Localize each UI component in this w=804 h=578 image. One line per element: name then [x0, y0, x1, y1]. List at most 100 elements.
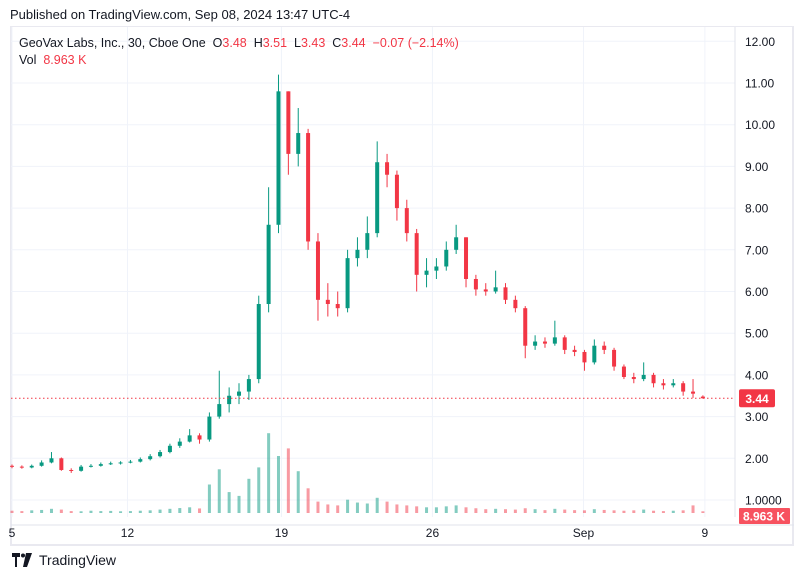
candle-body: [523, 308, 528, 346]
volume-bar: [355, 502, 359, 513]
volume-bar: [20, 511, 24, 513]
volume-bar: [109, 510, 113, 513]
x-tick-label: 19: [275, 526, 289, 540]
volume-label: Vol: [19, 53, 37, 67]
volume-bar: [306, 488, 310, 513]
low-value: 3.43: [300, 36, 326, 50]
candle-body: [148, 456, 153, 460]
candle-body: [276, 91, 281, 225]
candle-body: [414, 233, 419, 275]
volume-bar: [276, 456, 280, 513]
volume-bar: [346, 499, 350, 513]
candle-body: [562, 337, 567, 350]
candle-body: [88, 465, 93, 467]
volume-bar: [79, 511, 83, 513]
high-value: 3.51: [262, 36, 288, 50]
x-tick-label: 12: [121, 526, 135, 540]
candle-body: [207, 416, 212, 440]
volume-bar: [474, 508, 478, 513]
footer-brand[interactable]: TradingView: [12, 552, 116, 568]
candle-body: [355, 249, 360, 259]
candle-body: [464, 237, 469, 279]
candle-body: [19, 466, 24, 468]
published-caption: Published on TradingView.com, Sep 08, 20…: [10, 7, 351, 22]
volume-bar: [296, 471, 300, 513]
candle-body: [533, 341, 538, 346]
x-tick-label: Sep: [573, 526, 595, 540]
candle-body: [10, 465, 14, 467]
candle-body: [424, 270, 429, 275]
candle-body: [444, 249, 449, 267]
candle-body: [651, 374, 656, 384]
volume-bar: [138, 510, 142, 513]
volume-bar: [671, 510, 675, 513]
volume-bar: [543, 510, 547, 513]
candle-body: [582, 351, 587, 363]
candle-body: [404, 208, 409, 234]
symbol-title[interactable]: GeoVax Labs, Inc., 30, Cboe One: [19, 36, 206, 50]
close-value: 3.44: [341, 36, 366, 50]
volume-bar: [49, 508, 53, 513]
y-tick-label: 5.00: [745, 327, 769, 341]
candle-body: [79, 466, 84, 471]
candle-body: [286, 91, 291, 154]
open-label: O: [212, 36, 223, 50]
volume-bar: [365, 503, 369, 513]
y-tick-label: 12.00: [745, 35, 775, 49]
volume-bar: [464, 507, 468, 513]
candle-body: [345, 258, 350, 309]
candle-body: [513, 299, 518, 309]
volume-bar: [188, 507, 192, 513]
y-tick-label: 9.00: [745, 160, 769, 174]
candle-body: [503, 287, 508, 300]
volume-bar: [316, 501, 320, 513]
volume-bar: [257, 467, 261, 513]
y-tick-label: 8.00: [745, 202, 769, 216]
y-tick-label: 3.00: [745, 410, 769, 424]
candle-body: [237, 391, 242, 396]
candle-body: [641, 374, 646, 380]
low-label: L: [294, 36, 301, 50]
candle-body: [473, 278, 478, 290]
candle-body: [681, 383, 686, 392]
last-volume-badge: [739, 508, 790, 524]
volume-bar: [612, 510, 616, 513]
candle-body: [325, 299, 330, 305]
high-label: H: [253, 36, 263, 50]
candle-body: [197, 435, 202, 440]
volume-bar: [405, 505, 409, 513]
candle-body: [167, 445, 172, 453]
volume-bar: [336, 505, 340, 513]
volume-bar: [385, 501, 389, 513]
y-tick-label: 10.00: [745, 118, 775, 132]
volume-bar: [434, 507, 438, 513]
last-price-label: 3.44: [745, 392, 769, 406]
volume-bar: [99, 511, 103, 513]
candle-body: [592, 345, 597, 363]
candle-body: [335, 304, 340, 309]
candle-body: [158, 452, 163, 457]
volume-bar: [326, 504, 330, 513]
volume-bar: [553, 508, 557, 513]
candle-body: [552, 337, 557, 344]
volume-bar: [237, 495, 241, 513]
candle-body: [29, 465, 34, 468]
candle-body: [217, 404, 222, 417]
candle-body: [128, 461, 133, 463]
volume-bar: [681, 510, 685, 513]
y-tick-label: 1.0000: [745, 494, 782, 508]
volume-bar: [119, 511, 123, 513]
volume-bar: [395, 504, 399, 513]
change-value: −0.07 (−2.14%): [372, 36, 459, 50]
volume-bar: [513, 509, 517, 513]
candle-body: [454, 237, 459, 250]
volume-bar: [168, 508, 172, 513]
candle-body: [671, 383, 676, 386]
x-tick-label: 9: [702, 526, 709, 540]
candle-body: [227, 395, 232, 405]
volume-bar: [533, 509, 537, 513]
volume-bar: [217, 469, 221, 513]
candle-body: [246, 379, 251, 392]
candle-body: [59, 458, 64, 470]
